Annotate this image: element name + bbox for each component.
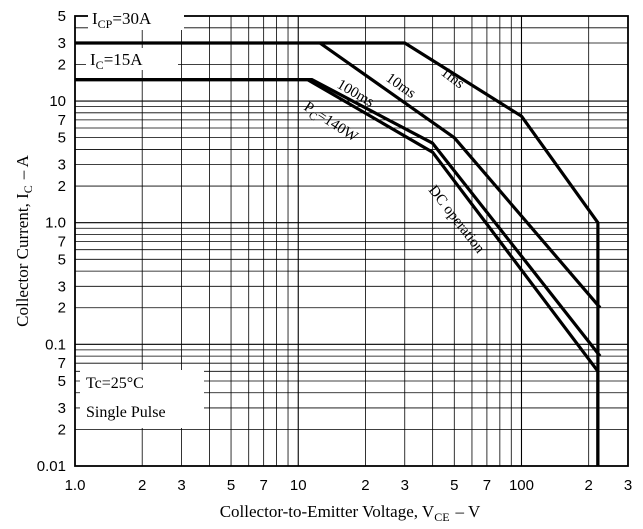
y-tick-label: 3 <box>58 157 66 174</box>
annotation-tc: Tc=25°C Single Pulse <box>80 370 204 428</box>
x-tick-label: 2 <box>361 477 369 494</box>
y-tick-label: 7 <box>58 355 66 372</box>
y-axis-title: Collector Current, IC– A <box>13 154 35 326</box>
y-tick-label: 7 <box>58 234 66 251</box>
y-tick-label: 0.01 <box>37 458 66 475</box>
y-tick-label: 1.0 <box>45 215 66 232</box>
x-axis-title: Collector-to-Emitter Voltage, VCE – V <box>220 502 481 524</box>
y-tick-label: 7 <box>58 112 66 129</box>
y-tick-label: 2 <box>58 56 66 73</box>
x-tick-label: 10 <box>290 477 307 494</box>
y-tick-label: 2 <box>58 300 66 317</box>
x-tick-label: 2 <box>138 477 146 494</box>
y-tick-label: 0.1 <box>45 336 66 353</box>
y-tick-label: 10 <box>49 93 66 110</box>
svg-text:ICP=30A: ICP=30A <box>92 9 152 31</box>
svg-text:IC=15A: IC=15A <box>90 50 143 72</box>
x-tick-label: 3 <box>177 477 185 494</box>
series-line-10ms <box>318 41 602 309</box>
y-tick-label: 3 <box>58 400 66 417</box>
x-tick-label: 1.0 <box>65 477 86 494</box>
x-tick-label: 5 <box>227 477 235 494</box>
y-tick-label: 5 <box>58 8 66 25</box>
svg-text:Tc=25°C: Tc=25°C <box>86 375 144 392</box>
y-tick-label: 5 <box>58 373 66 390</box>
x-tick-label: 7 <box>259 477 267 494</box>
x-tick-label: 2 <box>585 477 593 494</box>
x-tick-labels: 1.0 2 3 5 7 10 2 3 5 7 100 2 3 <box>65 477 633 494</box>
y-tick-label: 3 <box>58 35 66 52</box>
x-tick-label: 7 <box>483 477 491 494</box>
plot-frame <box>74 15 629 467</box>
y-tick-label: 5 <box>58 130 66 147</box>
x-tick-label: 3 <box>401 477 409 494</box>
annotation-ic: IC=15A <box>86 48 178 72</box>
series-line-dc-operation <box>75 78 600 466</box>
y-tick-label: 2 <box>58 421 66 438</box>
y-tick-label: 2 <box>58 178 66 195</box>
y-tick-label: 3 <box>58 278 66 295</box>
x-tick-label: 5 <box>450 477 458 494</box>
annotation-icp: ICP=30A <box>88 6 184 31</box>
svg-text:Single Pulse: Single Pulse <box>86 404 166 421</box>
x-tick-label: 3 <box>624 477 632 494</box>
y-tick-label: 5 <box>58 251 66 268</box>
series-layer <box>75 41 602 466</box>
x-tick-label: 100 <box>509 477 534 494</box>
